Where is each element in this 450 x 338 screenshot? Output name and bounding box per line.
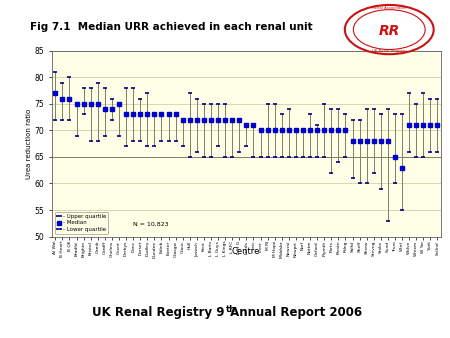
Text: UK Renal Registry: UK Renal Registry: [372, 49, 406, 53]
Text: Fig 7.1  Median URR achieved in each renal unit: Fig 7.1 Median URR achieved in each rena…: [30, 22, 312, 32]
Text: N = 10,823: N = 10,823: [134, 221, 169, 226]
Text: Annual Report 2006: Annual Report 2006: [226, 306, 363, 319]
Legend: - Upper quartile, - Median, - Lower quartile: - Upper quartile, - Median, - Lower quar…: [54, 212, 108, 234]
Text: th: th: [226, 305, 237, 314]
Text: Centre: Centre: [231, 247, 260, 256]
Y-axis label: Urea reduction ratio: Urea reduction ratio: [26, 108, 32, 179]
Text: UK Renal Registry 9: UK Renal Registry 9: [93, 306, 225, 319]
Text: RR: RR: [378, 24, 400, 38]
Text: Renal Association: Renal Association: [372, 6, 406, 10]
